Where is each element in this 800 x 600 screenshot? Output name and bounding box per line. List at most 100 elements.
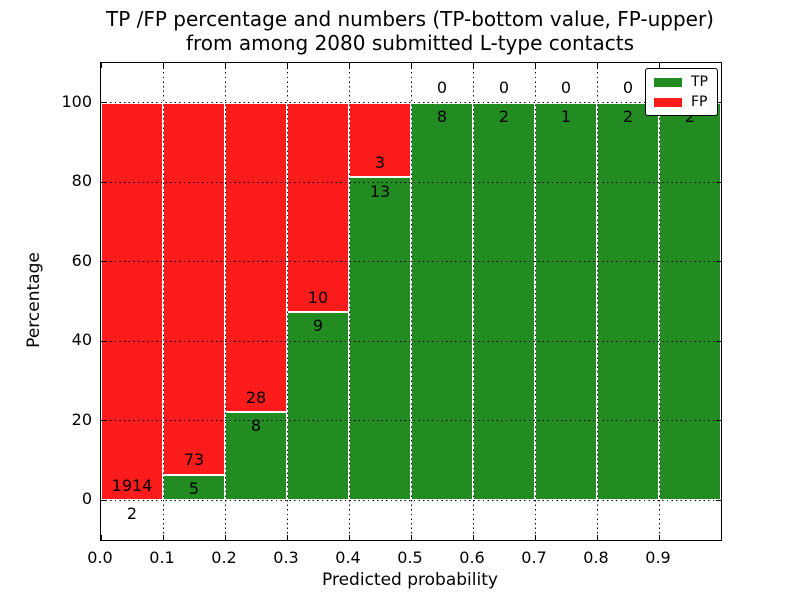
y-tick-mark [716, 181, 721, 183]
x-tick-label: 0.0 [87, 548, 113, 567]
x-tick-mark [534, 63, 536, 68]
y-tick-mark [716, 340, 721, 342]
y-tick-label: 80 [71, 171, 92, 191]
fp-count-label: 3 [374, 152, 386, 172]
x-tick-mark [410, 535, 412, 540]
legend-row: FP [654, 95, 708, 109]
x-tick-label: 0.6 [459, 548, 485, 567]
x-tick-mark [224, 535, 226, 540]
bar-fp [163, 102, 225, 475]
legend-label-fp: FP [691, 94, 708, 110]
bar-tp [349, 177, 411, 501]
y-tick-mark [716, 420, 721, 422]
legend-swatch-fp [654, 97, 682, 107]
tp-count-label: 9 [312, 316, 324, 336]
legend-swatch-tp [654, 77, 682, 87]
x-tick-mark [658, 535, 660, 540]
chart-title: TP /FP percentage and numbers (TP-bottom… [100, 7, 720, 55]
x-tick-mark [162, 535, 164, 540]
fp-count-label: 73 [183, 450, 205, 470]
grid-line-vertical [162, 63, 164, 540]
x-tick-label: 0.9 [645, 548, 671, 567]
bar-fp [287, 102, 349, 312]
y-tick-label: 20 [71, 409, 92, 429]
plot-area: 191427352881093130802010202 [100, 62, 722, 541]
y-tick-mark [716, 261, 721, 263]
bar-tp [535, 102, 597, 501]
x-axis-label: Predicted probability [322, 570, 498, 590]
x-tick-mark [658, 63, 660, 68]
bar-fp [225, 102, 287, 412]
grid-line-vertical [224, 63, 226, 540]
grid-line-horizontal [101, 340, 721, 342]
tp-count-label: 1 [560, 107, 572, 127]
x-tick-mark [596, 535, 598, 540]
chart-title-line2: from among 2080 submitted L-type contact… [185, 31, 635, 55]
grid-line-horizontal [101, 102, 721, 104]
legend: TP FP [645, 68, 718, 116]
tp-count-label: 8 [436, 107, 448, 127]
grid-line-vertical [410, 63, 412, 540]
y-tick-mark [101, 181, 106, 183]
fp-count-label: 0 [560, 78, 572, 98]
fp-count-label: 10 [307, 287, 329, 307]
tp-count-label: 2 [622, 107, 634, 127]
y-tick-label: 40 [71, 330, 92, 350]
x-tick-label: 0.5 [397, 548, 423, 567]
y-tick-label: 0 [81, 489, 92, 509]
bar-tp [597, 102, 659, 501]
bar-tp [473, 102, 535, 501]
x-tick-mark [348, 535, 350, 540]
x-tick-label: 0.7 [521, 548, 547, 567]
y-tick-mark [101, 499, 106, 501]
y-tick-label: 60 [71, 250, 92, 270]
grid-line-vertical [348, 63, 350, 540]
fp-count-label: 0 [436, 78, 448, 98]
x-tick-label: 0.1 [149, 548, 175, 567]
y-tick-mark [101, 102, 106, 104]
x-tick-mark [472, 535, 474, 540]
fp-count-label: 0 [498, 78, 510, 98]
x-tick-mark [162, 63, 164, 68]
x-tick-mark [472, 63, 474, 68]
x-tick-mark [534, 535, 536, 540]
x-tick-mark [410, 63, 412, 68]
x-tick-label: 0.2 [211, 548, 237, 567]
legend-row: TP [654, 75, 708, 89]
grid-line-horizontal [101, 261, 721, 263]
bar-tp [225, 411, 287, 501]
x-tick-mark [348, 63, 350, 68]
tp-count-label: 2 [126, 504, 138, 524]
tp-count-label: 5 [188, 479, 200, 499]
grid-line-horizontal [101, 181, 721, 183]
y-tick-mark [101, 261, 106, 263]
x-tick-mark [596, 63, 598, 68]
tp-count-label: 13 [369, 181, 391, 201]
tp-count-label: 2 [684, 107, 696, 127]
y-tick-mark [716, 499, 721, 501]
tp-count-label: 8 [250, 416, 262, 436]
grid-line-vertical [596, 63, 598, 540]
grid-line-vertical [658, 63, 660, 540]
grid-line-horizontal [101, 499, 721, 501]
y-axis-label: Percentage [24, 252, 44, 348]
x-tick-label: 0.4 [335, 548, 361, 567]
x-tick-label: 0.8 [583, 548, 609, 567]
x-tick-mark [224, 63, 226, 68]
legend-label-tp: TP [691, 74, 708, 90]
y-tick-mark [716, 102, 721, 104]
tp-count-label: 2 [498, 107, 510, 127]
bar-tp [163, 474, 225, 501]
bar-tp [411, 102, 473, 501]
x-tick-mark [286, 63, 288, 68]
grid-line-vertical [534, 63, 536, 540]
x-tick-mark [286, 535, 288, 540]
y-tick-label: 100 [61, 91, 92, 111]
fp-count-label: 28 [245, 387, 267, 407]
x-tick-mark [100, 63, 102, 68]
bar-tp [659, 102, 721, 501]
bar-fp [101, 102, 163, 500]
x-tick-label: 0.3 [273, 548, 299, 567]
fp-count-label: 1914 [111, 475, 153, 495]
